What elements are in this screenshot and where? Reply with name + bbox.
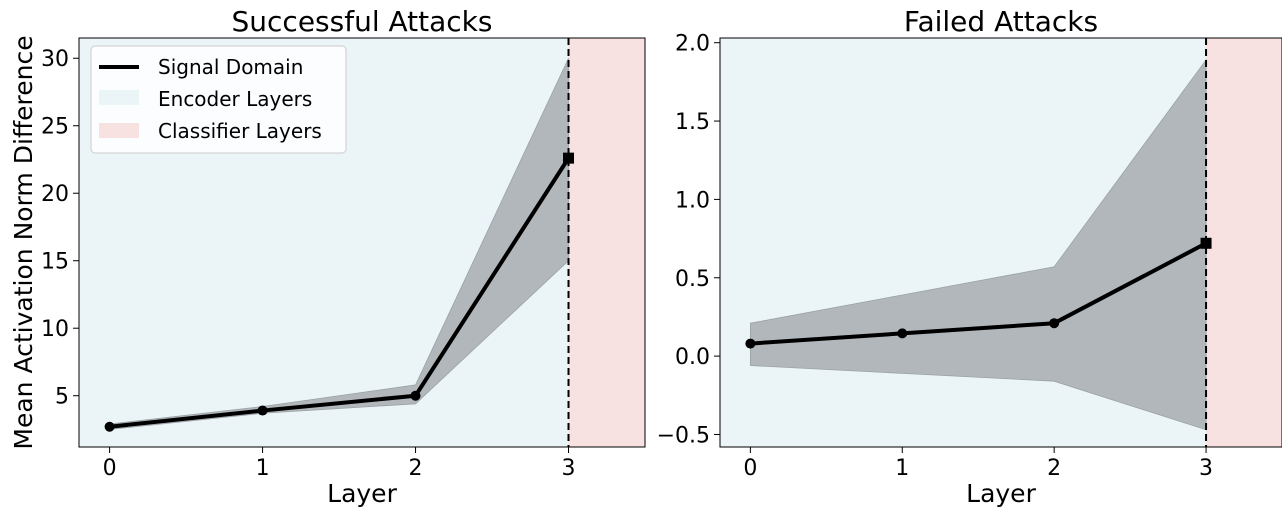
- y-tick-label: 2.0: [675, 32, 710, 57]
- y-tick-label: 0.5: [675, 267, 710, 292]
- region-classifier-layers: [1206, 38, 1282, 447]
- data-point-square: [563, 153, 574, 164]
- legend-label-classifier-layers: Classifier Layers: [158, 119, 322, 143]
- data-point: [897, 328, 907, 338]
- y-tick-label: 20: [41, 182, 69, 207]
- legend: Signal Domain Encoder Layers Classifier La…: [91, 46, 346, 153]
- x-axis-label: Layer: [966, 479, 1036, 508]
- y-tick-label: 0.0: [675, 345, 710, 370]
- y-tick-label: 1.5: [675, 110, 710, 135]
- data-point: [1049, 318, 1059, 328]
- data-point: [105, 422, 115, 432]
- x-axis-label: Layer: [327, 479, 397, 508]
- chart-title: Successful Attacks: [232, 5, 493, 38]
- x-tick-label: 1: [895, 456, 909, 481]
- x-tick-label: 0: [103, 456, 117, 481]
- x-tick-label: 0: [743, 456, 757, 481]
- y-tick-label: 10: [41, 317, 69, 342]
- chart-title: Failed Attacks: [904, 5, 1098, 38]
- data-point: [258, 406, 268, 416]
- legend-swatch-encoder: [99, 90, 139, 105]
- chart-panel-failed-attacks: 0 1 2 3 −0.5 0.0 0.5 1.0 1.5 2.0 Failed Attacks Lay…: [657, 5, 1282, 508]
- y-tick-label: 1.0: [675, 188, 710, 213]
- legend-label-signal-domain: Signal Domain: [158, 55, 303, 79]
- y-tick-label: −0.5: [657, 423, 710, 448]
- chart-panel-successful-attacks: 0 1 2 3 5 10 15 20 25 30 Successful Attacks Layer Me…: [9, 5, 645, 508]
- y-axis-label: Mean Activation Norm Difference: [9, 35, 38, 449]
- y-tick-label: 25: [41, 115, 69, 140]
- data-point-square: [1201, 238, 1212, 249]
- y-tick-label: 5: [55, 385, 69, 410]
- data-point: [745, 339, 755, 349]
- region-classifier-layers: [569, 38, 645, 447]
- x-tick-label: 1: [256, 456, 270, 481]
- x-tick-label: 2: [1047, 456, 1061, 481]
- y-tick-label: 30: [41, 47, 69, 72]
- x-tick-label: 3: [562, 456, 576, 481]
- legend-swatch-classifier: [99, 123, 139, 138]
- x-tick-label: 2: [409, 456, 423, 481]
- y-tick-label: 15: [41, 250, 69, 275]
- data-point: [411, 391, 421, 401]
- legend-label-encoder-layers: Encoder Layers: [158, 87, 312, 111]
- x-tick-label: 3: [1199, 456, 1213, 481]
